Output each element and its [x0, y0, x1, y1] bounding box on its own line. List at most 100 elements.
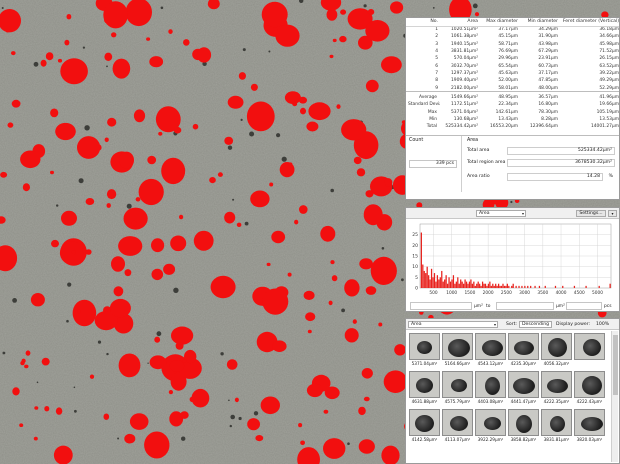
sort-order-value: Descending	[522, 322, 550, 327]
particle-blob	[7, 122, 14, 128]
inclusion-dot	[181, 436, 186, 441]
table-row[interactable]: 7 1297.37μm² 45.63μm 37.17μm 39.22μm	[406, 70, 619, 77]
area-ratio-label: Area ratio	[467, 174, 490, 179]
inclusion-dot	[341, 308, 345, 313]
histogram-bar	[452, 275, 455, 288]
col-header-feret-diameter[interactable]: Feret diameter (Vertical)	[560, 18, 619, 27]
table-row[interactable]: 6 3032.70μm² 65.54μm 60.73μm 63.52μm	[406, 62, 619, 69]
y-tick-label: 10	[412, 264, 418, 270]
stats-cell: 19.66μm	[599, 102, 619, 108]
particle-blob	[59, 241, 84, 265]
histogram-bar	[464, 279, 466, 288]
histogram-parameter-select[interactable]: Area ▾	[476, 210, 526, 217]
sort-order-select[interactable]: Descending	[519, 321, 552, 328]
x-tick-label: 1500	[464, 290, 475, 296]
range-count-output	[566, 302, 602, 310]
particle-thumbnail[interactable]	[574, 333, 605, 367]
table-row[interactable]: 4 3831.81μm² 76.69μm 67.29μm 71.52μm	[406, 48, 619, 55]
particle-thumbnail[interactable]: 3858.82μm²	[508, 409, 539, 443]
particle-thumbnail[interactable]: 5371.04μm²	[409, 333, 440, 367]
range-to-input[interactable]	[496, 302, 554, 310]
particle-blob	[210, 275, 236, 299]
particle-area-caption: 3820.03μm²	[576, 437, 603, 442]
particle-blob	[339, 35, 347, 43]
inclusion-dot	[106, 65, 108, 68]
table-cell: 43.98μm	[538, 41, 558, 47]
particle-blob	[247, 418, 260, 431]
particle-thumbnail[interactable]: 4543.12μm²	[475, 333, 506, 367]
particle-thumbnail[interactable]: 4441.47μm²	[508, 371, 539, 405]
particle-thumbnail[interactable]: 4056.32μm²	[541, 333, 572, 367]
histogram-bar	[490, 285, 492, 288]
particle-thumbnail[interactable]: 4403.08μm²	[475, 371, 506, 405]
table-cell: 3	[435, 41, 438, 47]
particle-thumbnail[interactable]: 4235.30μm²	[508, 333, 539, 367]
table-row[interactable]: 3 1940.15μm² 58.71μm 43.98μm 45.98μm	[406, 41, 619, 48]
particle-thumbnail[interactable]: 3922.29μm²	[475, 409, 506, 443]
particle-blob	[347, 8, 373, 30]
gallery-scrollbar[interactable]	[611, 331, 618, 462]
particle-blob	[238, 72, 246, 80]
particle-blob	[298, 96, 307, 104]
histogram-bar	[442, 281, 444, 288]
particle-thumbnail[interactable]: 4222.35μm²	[541, 371, 572, 405]
particle-blob	[326, 8, 338, 21]
particle-blob	[24, 364, 29, 369]
x-tick-label: 1000	[446, 290, 457, 296]
particle-thumbnail-image	[442, 409, 473, 436]
table-cell: 37.17μm	[498, 27, 518, 33]
table-cell: 2182.00μm²	[451, 85, 478, 91]
particle-blob	[255, 435, 264, 442]
particle-thumbnail[interactable]: 4575.79μm²	[442, 371, 473, 405]
table-row[interactable]: 9 2182.00μm² 58.01μm 48.00μm 52.29μm	[406, 84, 619, 91]
count-box: Count 339 pcs	[406, 136, 462, 192]
particle-blob	[300, 107, 306, 115]
particle-blob	[171, 326, 194, 345]
particle-thumbnail[interactable]: 3820.03μm²	[574, 409, 605, 443]
particle-thumbnail[interactable]: 4142.58μm²	[409, 409, 440, 443]
range-from-input[interactable]	[410, 302, 472, 310]
particle-blob	[217, 172, 223, 177]
stats-row: Min 130.68μm² 13.43μm 8.28μm 13.53μm	[406, 116, 619, 123]
col-header-no[interactable]: No.	[406, 18, 440, 27]
table-cell: 9	[435, 85, 438, 91]
particle-blob	[94, 311, 118, 331]
particle-thumbnail[interactable]: 4222.43μm²	[574, 371, 605, 405]
particle-blob	[320, 0, 342, 11]
histogram-menu-button[interactable]: ▾	[608, 210, 617, 217]
histogram-bar	[463, 283, 465, 288]
particle-blob	[149, 355, 167, 370]
particle-blob	[260, 396, 280, 415]
x-tick-label: 2500	[501, 290, 512, 296]
col-header-area[interactable]: Area	[440, 18, 480, 27]
inclusion-dot	[281, 156, 287, 162]
particle-blob	[288, 162, 293, 166]
particle-blob	[41, 357, 50, 366]
col-header-max-diameter[interactable]: Max diameter	[480, 18, 520, 27]
scrollbar-thumb[interactable]	[613, 335, 618, 395]
settings-button[interactable]: Settings...	[576, 210, 606, 217]
gallery-parameter-select[interactable]: Area ▾	[408, 321, 498, 328]
particle-thumbnail[interactable]: 3831.81μm²	[541, 409, 572, 443]
inclusion-dot	[249, 131, 255, 137]
col-header-min-diameter[interactable]: Min diameter	[520, 18, 560, 27]
particle-blob	[107, 117, 117, 127]
particle-blob	[34, 406, 39, 410]
particle-blob	[236, 222, 242, 227]
particle-thumbnail[interactable]: 4631.88μm²	[409, 371, 440, 405]
display-power-value[interactable]: 100%	[596, 322, 610, 327]
histogram-bar	[439, 277, 441, 288]
table-row[interactable]: 1 1020.51μm² 37.17μm 34.29μm 36.18μm	[406, 26, 619, 33]
table-row[interactable]: 5 570.04μm² 29.96μm 23.91μm 26.15μm	[406, 55, 619, 62]
particle-blob	[19, 423, 24, 428]
particle-blob	[275, 24, 300, 47]
particle-thumbnail[interactable]: 4113.07μm²	[442, 409, 473, 443]
total-area-label: Total area	[467, 148, 490, 153]
histogram-bar	[441, 270, 443, 288]
table-cell: 31.90μm	[538, 34, 558, 40]
particle-thumbnail[interactable]: 5164.66μm²	[442, 333, 473, 367]
histogram-bar	[445, 275, 447, 288]
particle-blob	[383, 370, 408, 394]
table-row[interactable]: 8 1909.40μm² 52.00μm 47.85μm 49.29μm	[406, 77, 619, 84]
table-row[interactable]: 2 1061.38μm² 45.15μm 31.90μm 34.66μm	[406, 33, 619, 40]
